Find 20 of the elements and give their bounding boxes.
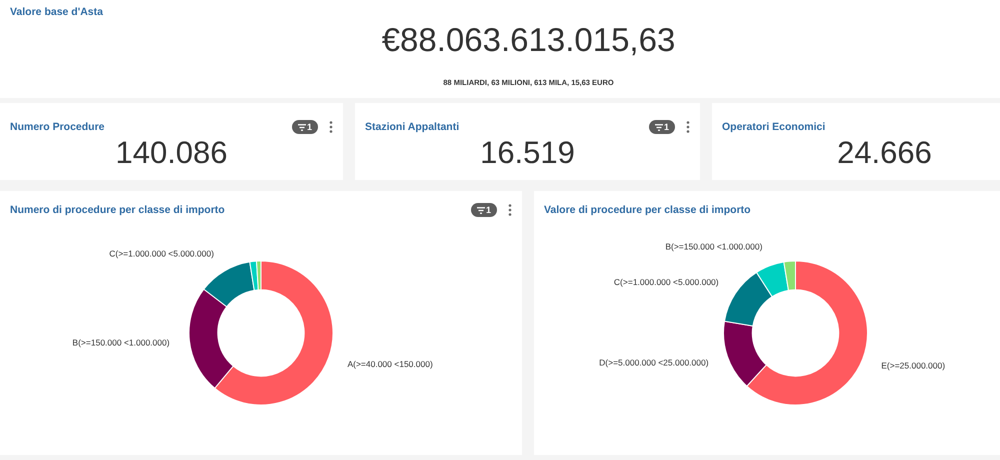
slice-label: C(>=1.000.000 <5.000.000) <box>109 248 214 258</box>
slice-label: C(>=1.000.000 <5.000.000) <box>614 276 719 287</box>
text: 16.519 <box>479 135 576 170</box>
chart-title: Numero di procedure per classe di importo <box>10 204 225 216</box>
text: 24.666 <box>836 135 933 170</box>
text: €88.063.613.015,63 <box>380 21 676 58</box>
slice-label: A(>=40.000 <150.000) <box>347 358 433 369</box>
filter-badge: 1 <box>292 120 318 134</box>
slice-label: B(>=150.000 <1.000.000) <box>665 241 763 252</box>
text: 140.086 <box>114 135 229 170</box>
chart-title: Valore di procedure per classe di importo <box>544 204 751 216</box>
slice-label: B(>=150.000 <1.000.000) <box>72 337 170 348</box>
text: Operatori Economici <box>722 121 826 133</box>
filter-badge: 1 <box>471 203 497 217</box>
filter-badge: 1 <box>649 120 675 134</box>
slice-label: D(>=5.000.000 <25.000.000) <box>599 357 709 368</box>
text: Valore base d'Asta <box>10 6 103 18</box>
text: Stazioni Appaltanti <box>365 121 460 133</box>
slice-label: E(>=25.000.000) <box>881 360 946 371</box>
text: Numero Procedure <box>10 121 105 133</box>
